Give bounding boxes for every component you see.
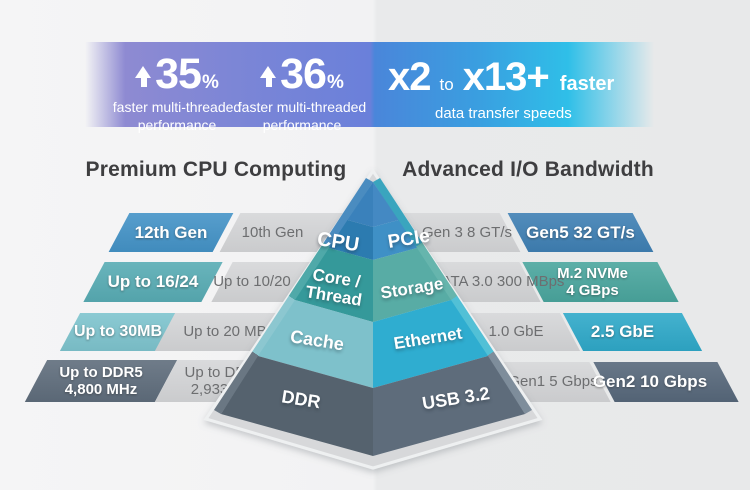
- row-label: 2,933 MHz: [190, 381, 264, 398]
- row-cache-new-bar: Up to 30MB: [59, 313, 177, 351]
- row-label: Up to 20 MB: [183, 323, 267, 341]
- row-cores-new-bar: Up to 16/24: [83, 262, 223, 302]
- heading-io-bandwidth: Advanced I/O Bandwidth: [402, 158, 654, 181]
- row-label: Gen 3 8 GT/s: [421, 223, 513, 241]
- row-label: Up to DDR5: [59, 363, 143, 381]
- speed-conjunction: to: [439, 75, 454, 94]
- speed-min: x2: [388, 55, 431, 99]
- row-label: Gen5 32 GT/s: [526, 222, 635, 242]
- pyramid-label-usb: USB 3.2: [420, 383, 492, 414]
- heading-cpu-computing: Premium CPU Computing: [85, 158, 347, 181]
- row-label: 4,800 MHz: [64, 381, 138, 398]
- row-usb-new-bar: Gen2 10 Gbps: [593, 362, 739, 402]
- speed-max: x13+: [462, 55, 550, 99]
- speed-caption: data transfer speeds: [435, 105, 572, 122]
- stat-caption-line1: faster multi-threaded: [112, 99, 242, 115]
- stat-value: 35: [155, 50, 202, 98]
- stat-unit: %: [201, 72, 219, 93]
- row-label: 2.5 GbE: [590, 322, 655, 342]
- stat-caption-line2: performance: [137, 116, 217, 133]
- row-label: Up to 16/24: [107, 272, 199, 292]
- speed-suffix: faster: [559, 73, 615, 95]
- pyramid-label-cpu: CPU: [315, 228, 361, 257]
- row-cache-old-bar: Up to 20 MB: [154, 313, 296, 351]
- stat-value: 36: [280, 50, 327, 98]
- row-label: Up to 10/20: [213, 273, 291, 291]
- pyramid-label-core-thread: Core / Thread: [304, 265, 364, 311]
- row-label: 4 GBps: [566, 282, 619, 299]
- stat-cpu-performance-1: 35 % faster multi-threaded performance: [107, 53, 247, 134]
- stat-io-speed: x2 to x13+ faster data transfer speeds: [388, 55, 648, 122]
- arrow-up-icon: [135, 62, 152, 92]
- row-ethernet-old-bar: 1.0 GbE: [439, 313, 581, 351]
- row-label: Up to 30MB: [74, 322, 162, 340]
- row-label: Gen1 5 Gbps: [508, 373, 598, 391]
- row-label: 12th Gen: [134, 222, 208, 242]
- pyramid-label-ddr: DDR: [280, 386, 322, 413]
- stats-banner: 35 % faster multi-threaded performance 3…: [85, 42, 660, 133]
- arrow-up-icon: [260, 62, 277, 92]
- row-label: M.2 NVMe: [557, 264, 628, 282]
- stat-caption-line1: faster multi-threaded: [237, 99, 367, 115]
- row-generation-new-bar: 12th Gen: [108, 213, 234, 252]
- stat-caption-line2: performance: [262, 116, 342, 133]
- row-label: Up to DDR4,: [184, 363, 270, 381]
- pyramid-label-cache: Cache: [288, 326, 346, 355]
- stat-unit: %: [326, 72, 344, 93]
- row-memory-new-bar: Up to DDR5 4,800 MHz: [24, 360, 178, 402]
- row-pcie-new-bar: Gen5 32 GT/s: [507, 213, 654, 252]
- row-label: 1.0 GbE: [488, 323, 544, 341]
- stat-cpu-performance-2: 36 % faster multi-threaded performance: [232, 53, 372, 134]
- row-usb-old-bar: Gen1 5 Gbps: [469, 362, 611, 402]
- row-ethernet-new-bar: 2.5 GbE: [562, 313, 703, 351]
- row-storage-new-bar: M.2 NVMe 4 GBps: [522, 262, 679, 302]
- row-label: SATA 3.0 300 MBps: [431, 273, 565, 291]
- row-memory-old-bar: Up to DDR4, 2,933 MHz: [154, 360, 288, 402]
- row-label: 10th Gen: [241, 223, 304, 241]
- row-label: Gen2 10 Gbps: [592, 372, 708, 392]
